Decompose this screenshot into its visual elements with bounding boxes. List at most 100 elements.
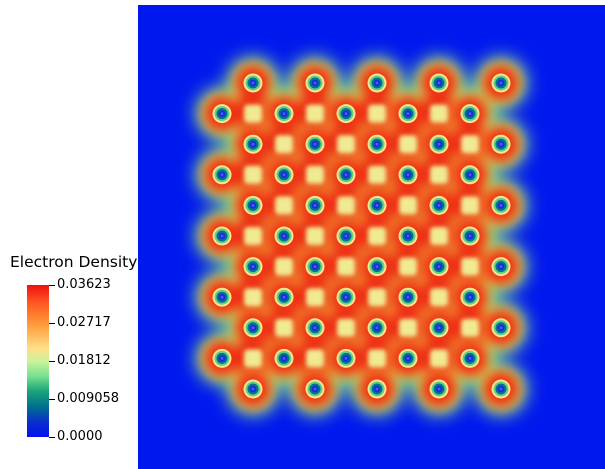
atom-site xyxy=(274,287,294,307)
interstitial-void xyxy=(399,257,417,276)
atom-site xyxy=(398,348,418,368)
atom-site xyxy=(336,226,356,246)
interstitial-void xyxy=(368,349,386,368)
colorbar-title: Electron Density xyxy=(10,253,138,271)
interstitial-void xyxy=(306,349,324,368)
interstitial-void xyxy=(306,288,324,307)
interstitial-void xyxy=(275,135,293,154)
interstitial-void xyxy=(337,196,355,215)
interstitial-void xyxy=(275,318,293,337)
atom-site xyxy=(460,165,480,185)
atom-site xyxy=(398,226,418,246)
interstitial-void xyxy=(275,196,293,215)
colorbar-tick-label: 0.01812 xyxy=(57,353,111,368)
atom-site xyxy=(429,195,449,215)
atom-site xyxy=(429,257,449,277)
atom-site xyxy=(460,348,480,368)
atom-site xyxy=(398,165,418,185)
atom-site xyxy=(491,257,511,277)
atom-site xyxy=(212,226,232,246)
interstitial-void xyxy=(368,288,386,307)
atom-site xyxy=(336,348,356,368)
interstitial-void xyxy=(430,165,448,184)
interstitial-void xyxy=(306,165,324,184)
interstitial-void xyxy=(337,318,355,337)
interstitial-void xyxy=(368,227,386,245)
interstitial-void xyxy=(244,349,262,368)
interstitial-void xyxy=(337,135,355,154)
colorbar-tick-label: 0.0000 xyxy=(57,429,103,444)
atom-site xyxy=(305,195,325,215)
atom-site xyxy=(367,195,387,215)
interstitial-void xyxy=(275,257,293,276)
atom-site xyxy=(274,104,294,124)
interstitial-void xyxy=(430,104,448,123)
interstitial-void xyxy=(306,104,324,123)
atom-site xyxy=(367,379,387,399)
atom-site xyxy=(491,318,511,338)
atom-site xyxy=(243,379,263,399)
atom-site xyxy=(429,318,449,338)
atom-site xyxy=(243,73,263,93)
atom-site xyxy=(212,348,232,368)
interstitial-void xyxy=(337,257,355,276)
atom-site xyxy=(243,257,263,277)
atom-site xyxy=(398,104,418,124)
interstitial-void xyxy=(399,135,417,154)
atom-site xyxy=(491,379,511,399)
colorbar-tick xyxy=(49,323,55,324)
atom-site xyxy=(429,134,449,154)
interstitial-void xyxy=(244,104,262,123)
atom-site xyxy=(274,348,294,368)
colorbar-tick xyxy=(49,437,55,438)
interstitial-void xyxy=(399,196,417,215)
atom-site xyxy=(305,318,325,338)
atom-site xyxy=(305,257,325,277)
atom-site xyxy=(243,318,263,338)
interstitial-void xyxy=(461,196,479,215)
interstitial-void xyxy=(244,165,262,184)
atom-site xyxy=(367,73,387,93)
colorbar-tick xyxy=(49,361,55,362)
atom-site xyxy=(429,73,449,93)
atom-site xyxy=(460,226,480,246)
atom-site xyxy=(274,226,294,246)
interstitial-void xyxy=(368,104,386,123)
colorbar-tick-label: 0.02717 xyxy=(57,315,111,330)
atom-site xyxy=(336,104,356,124)
interstitial-void xyxy=(430,349,448,368)
colorbar xyxy=(27,285,49,437)
interstitial-void xyxy=(430,227,448,245)
density-heatmap xyxy=(138,5,605,469)
interstitial-void xyxy=(306,227,324,245)
atom-site xyxy=(336,287,356,307)
atom-site xyxy=(367,318,387,338)
atom-site xyxy=(491,195,511,215)
interstitial-void xyxy=(244,288,262,307)
atom-site xyxy=(336,165,356,185)
interstitial-void xyxy=(461,257,479,276)
atom-site xyxy=(305,379,325,399)
atom-site xyxy=(367,257,387,277)
atom-site xyxy=(274,165,294,185)
atom-site xyxy=(212,104,232,124)
colorbar-tick-label: 0.009058 xyxy=(57,391,120,406)
atom-site xyxy=(305,134,325,154)
interstitial-void xyxy=(430,288,448,307)
interstitial-void xyxy=(244,227,262,245)
atom-site xyxy=(429,379,449,399)
colorbar-tick xyxy=(49,285,55,286)
atom-site xyxy=(460,104,480,124)
atom-site xyxy=(491,134,511,154)
atom-site xyxy=(212,287,232,307)
atom-site xyxy=(243,195,263,215)
atom-site xyxy=(460,287,480,307)
colorbar-tick xyxy=(49,399,55,400)
interstitial-void xyxy=(399,318,417,337)
atom-site xyxy=(367,134,387,154)
atom-site xyxy=(243,134,263,154)
atom-site xyxy=(212,165,232,185)
atom-site xyxy=(305,73,325,93)
atom-site xyxy=(491,73,511,93)
